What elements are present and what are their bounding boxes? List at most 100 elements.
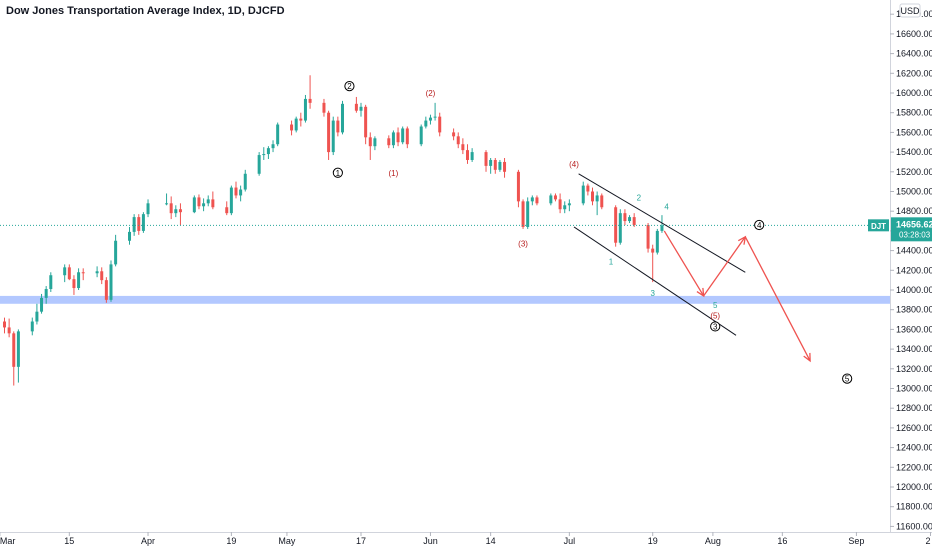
x-tick-label: 16 (777, 536, 787, 546)
y-tick-label: 13400.00 (896, 344, 932, 354)
candle-body (137, 217, 141, 231)
y-tick-label: 16400.00 (896, 49, 932, 59)
y-tick-label: 15800.00 (896, 108, 932, 118)
candle-body (405, 128, 409, 145)
y-tick-label: 16600.00 (896, 29, 932, 39)
candle-body (239, 189, 243, 196)
y-tick-label: 14200.00 (896, 265, 932, 275)
candle-body (132, 217, 136, 232)
last-price-box (891, 217, 932, 242)
candle-body (95, 271, 99, 274)
y-tick-label: 13600.00 (896, 324, 932, 334)
candle-body (225, 207, 229, 214)
wave-label-circled: 3 (713, 322, 718, 331)
candle-body (521, 201, 525, 227)
candle-body (340, 103, 344, 133)
wave-label: (4) (569, 160, 579, 169)
x-tick-label: 19 (648, 536, 658, 546)
candle-body (290, 124, 294, 131)
y-tick-label: 12400.00 (896, 443, 932, 453)
projection-arrowhead (803, 352, 811, 363)
x-tick-label: Jul (564, 536, 576, 546)
candle-body (44, 289, 48, 298)
candle-body (294, 118, 298, 131)
y-tick-label: 14000.00 (896, 285, 932, 295)
candle-body (72, 279, 76, 289)
symbol-tag-bg (868, 219, 889, 232)
candle-body (141, 214, 145, 231)
wave-label-circled: 4 (757, 221, 762, 230)
drawing-layer (0, 173, 890, 363)
candle-body (109, 264, 113, 300)
candle-body (428, 117, 432, 121)
wave-label: (2) (426, 89, 436, 98)
candle-body (493, 159, 497, 170)
candle-body (628, 217, 632, 222)
candle-body (498, 161, 502, 170)
candle-body (67, 267, 71, 280)
candle-body (178, 209, 182, 213)
x-tick-label: Mar (0, 536, 15, 546)
x-tick-label: Sep (848, 536, 864, 546)
y-tick-label: 15200.00 (896, 167, 932, 177)
y-tick-label: 13000.00 (896, 384, 932, 394)
candle-body (655, 230, 659, 253)
candle-body (266, 148, 270, 155)
candle-body (461, 144, 465, 151)
wave-label: (1) (389, 169, 399, 178)
y-tick-label: 13800.00 (896, 305, 932, 315)
last-price-label: 14656.62 (896, 219, 932, 229)
candle-body (359, 106, 363, 111)
x-tick-label: 19 (226, 536, 236, 546)
candle-body (165, 203, 169, 205)
candle-body (567, 203, 571, 206)
candle-body (12, 333, 16, 367)
candle-body (387, 138, 391, 146)
candle-body (169, 203, 173, 214)
candle-body (618, 213, 622, 243)
x-tick-label: 15 (64, 536, 74, 546)
candle-body (7, 327, 11, 334)
candle-body (438, 116, 442, 133)
candle-body (419, 126, 423, 145)
wave-circle (710, 321, 721, 332)
candle-body (530, 197, 534, 202)
candle-body (128, 231, 132, 241)
candle-body (211, 199, 215, 208)
candle-body (49, 275, 53, 290)
candle-body (271, 144, 275, 149)
wave-circle (842, 373, 853, 384)
y-tick-label: 15000.00 (896, 187, 932, 197)
support-band-layer (0, 295, 890, 304)
candle-body (516, 171, 520, 202)
candle-body (489, 159, 493, 166)
wave-label: 5 (713, 301, 718, 310)
projection-segment (663, 230, 705, 297)
currency-box (899, 3, 921, 18)
candle-body (30, 321, 34, 332)
wave-label: 3 (650, 289, 655, 298)
candle-body (100, 271, 104, 281)
candle-body (174, 209, 178, 214)
candle-body (646, 224, 650, 249)
candle-body (229, 187, 233, 214)
candle-body (262, 154, 266, 156)
candle-body (104, 280, 108, 300)
wave-label: 4 (664, 202, 669, 211)
x-tick-label: 14 (486, 536, 496, 546)
candle-body (276, 124, 280, 145)
candles-layer (3, 75, 664, 386)
candle-body (651, 248, 655, 253)
candle-body (336, 120, 340, 133)
candle-body (81, 272, 85, 274)
candle-body (364, 106, 368, 138)
candle-body (484, 152, 488, 166)
wedge-line (573, 226, 737, 336)
candle-body (558, 199, 562, 210)
candle-body (257, 155, 261, 174)
candle-body (40, 297, 44, 312)
wave-label: 2 (637, 193, 642, 202)
